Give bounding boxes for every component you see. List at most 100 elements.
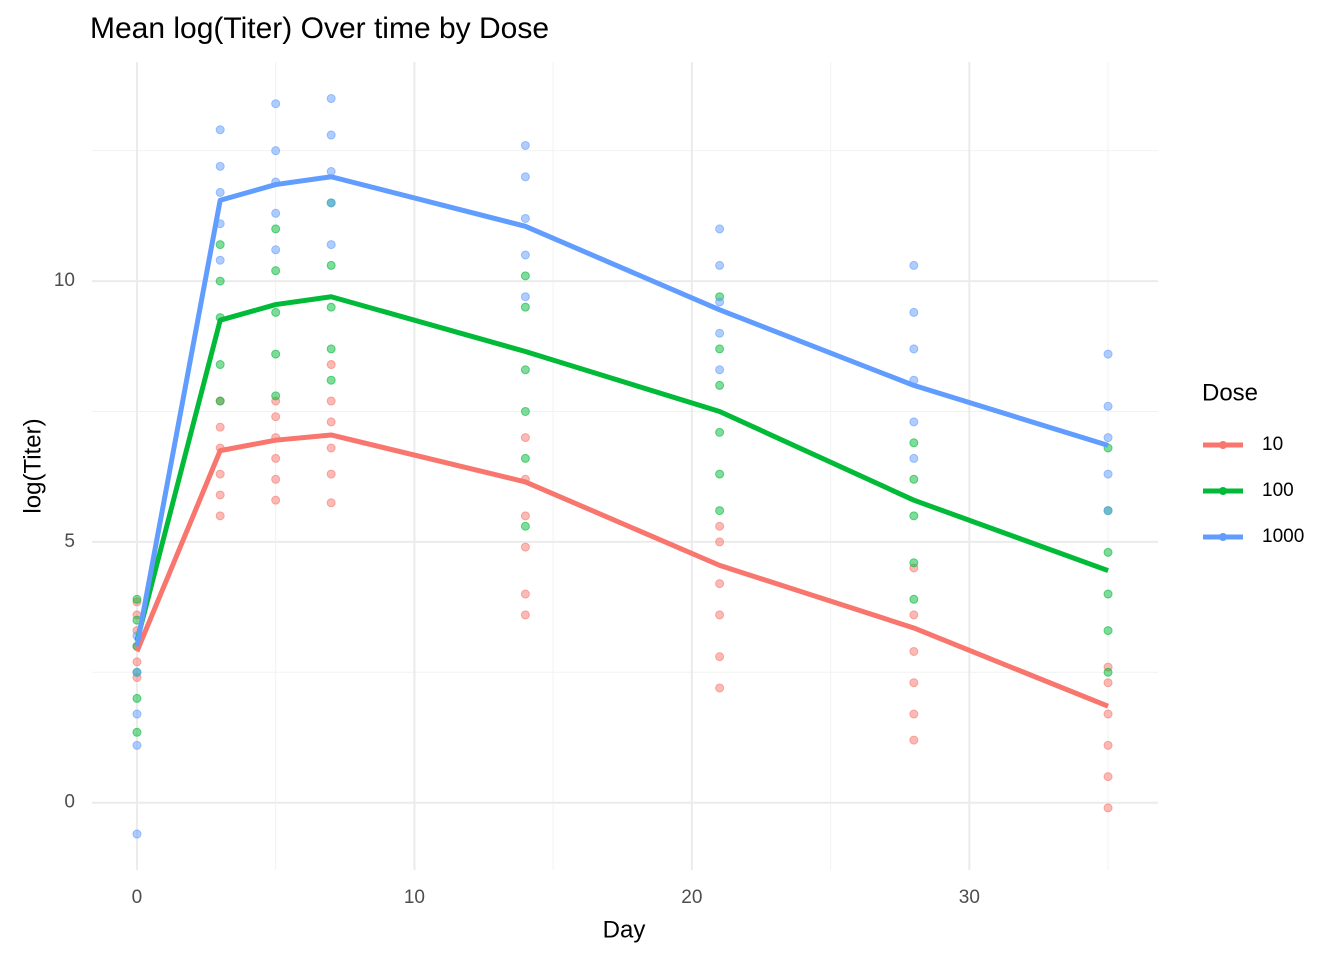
data-point xyxy=(520,250,530,260)
data-point xyxy=(1103,547,1113,557)
data-point xyxy=(520,365,530,375)
data-point xyxy=(132,693,142,703)
data-point xyxy=(326,360,336,370)
data-point xyxy=(520,292,530,302)
data-point xyxy=(715,260,725,270)
data-point xyxy=(909,678,919,688)
data-point xyxy=(909,646,919,656)
data-point xyxy=(909,511,919,521)
legend-title: Dose xyxy=(1202,379,1258,406)
data-point xyxy=(1103,667,1113,677)
data-point xyxy=(271,224,281,234)
data-point xyxy=(715,380,725,390)
data-point xyxy=(326,498,336,508)
data-point xyxy=(715,652,725,662)
data-point xyxy=(1103,626,1113,636)
legend-swatch-dot xyxy=(1219,487,1227,495)
data-point xyxy=(215,125,225,135)
data-point xyxy=(271,208,281,218)
data-point xyxy=(909,438,919,448)
data-point xyxy=(132,667,142,677)
data-point xyxy=(520,589,530,599)
data-point xyxy=(132,594,142,604)
data-point xyxy=(520,542,530,552)
data-point xyxy=(326,198,336,208)
data-point xyxy=(1103,772,1113,782)
data-point xyxy=(520,521,530,531)
data-point xyxy=(271,245,281,255)
data-point xyxy=(909,453,919,463)
data-point xyxy=(132,657,142,667)
data-point xyxy=(520,213,530,223)
data-point xyxy=(715,469,725,479)
data-point xyxy=(1103,709,1113,719)
data-point xyxy=(715,427,725,437)
data-point xyxy=(326,260,336,270)
y-tick-label: 0 xyxy=(64,792,75,813)
data-point xyxy=(326,302,336,312)
data-point xyxy=(326,344,336,354)
data-point xyxy=(1103,589,1113,599)
data-point xyxy=(909,610,919,620)
data-point xyxy=(715,297,725,307)
data-point xyxy=(909,594,919,604)
data-point xyxy=(215,187,225,197)
data-point xyxy=(1103,678,1113,688)
data-point xyxy=(271,391,281,401)
data-point xyxy=(215,511,225,521)
x-tick-label: 10 xyxy=(404,887,425,908)
y-axis-title: log(Titer) xyxy=(19,418,46,513)
data-point xyxy=(132,709,142,719)
data-point xyxy=(271,495,281,505)
data-point xyxy=(326,240,336,250)
data-point xyxy=(909,735,919,745)
data-point xyxy=(520,140,530,150)
data-point xyxy=(520,271,530,281)
legend-swatch-dot xyxy=(1219,533,1227,541)
data-point xyxy=(271,453,281,463)
data-point xyxy=(271,99,281,109)
x-tick-label: 0 xyxy=(132,887,143,908)
data-point xyxy=(1103,740,1113,750)
y-tick-label: 5 xyxy=(64,531,75,552)
data-point xyxy=(215,396,225,406)
data-point xyxy=(1103,349,1113,359)
data-point xyxy=(326,94,336,104)
data-point xyxy=(326,469,336,479)
data-point xyxy=(520,453,530,463)
data-point xyxy=(520,511,530,521)
data-point xyxy=(215,161,225,171)
data-point xyxy=(326,417,336,427)
x-axis-title: Day xyxy=(603,916,646,943)
data-point xyxy=(326,375,336,385)
data-point xyxy=(909,558,919,568)
data-point xyxy=(520,610,530,620)
data-point xyxy=(271,146,281,156)
data-point xyxy=(909,260,919,270)
data-point xyxy=(715,224,725,234)
data-point xyxy=(271,307,281,317)
data-point xyxy=(1103,469,1113,479)
data-point xyxy=(909,417,919,427)
y-tick-label: 10 xyxy=(54,270,75,291)
data-point xyxy=(715,328,725,338)
data-point xyxy=(520,433,530,443)
data-point xyxy=(520,406,530,416)
data-point xyxy=(215,255,225,265)
data-point xyxy=(215,360,225,370)
data-point xyxy=(132,829,142,839)
data-point xyxy=(715,365,725,375)
data-point xyxy=(326,396,336,406)
data-point xyxy=(715,521,725,531)
legend-swatch-dot xyxy=(1219,441,1227,449)
data-point xyxy=(215,276,225,286)
data-point xyxy=(715,610,725,620)
data-point xyxy=(909,344,919,354)
data-point xyxy=(215,240,225,250)
mean-line xyxy=(134,174,1109,647)
data-point xyxy=(215,469,225,479)
data-point xyxy=(715,579,725,589)
data-point xyxy=(520,302,530,312)
data-point xyxy=(271,474,281,484)
data-point xyxy=(271,266,281,276)
